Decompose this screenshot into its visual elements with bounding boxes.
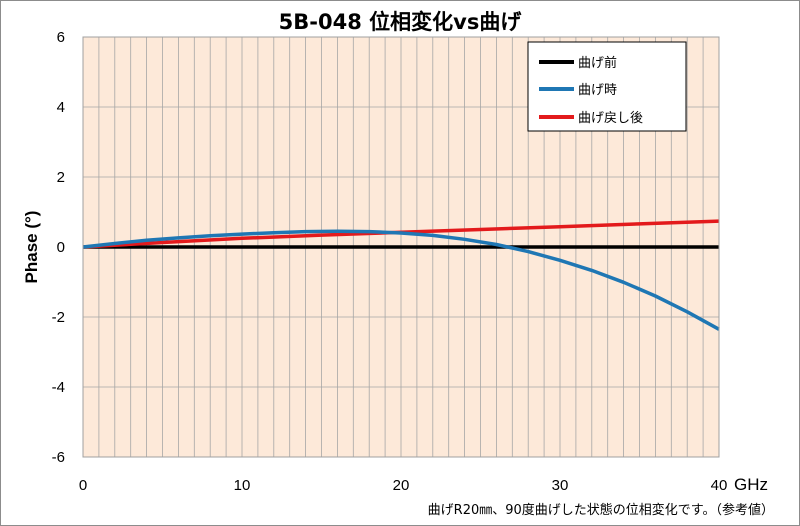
- x-tick-label: 10: [234, 477, 251, 494]
- legend-label-restored: 曲げ戻し後: [578, 111, 643, 126]
- x-tick-label: 0: [79, 477, 87, 494]
- x-tick-label: 40: [711, 477, 728, 494]
- chart-caption: 曲げR20㎜、90度曲げした状態の位相変化です。（参考値）: [428, 502, 774, 518]
- legend-label-before: 曲げ前: [578, 55, 617, 71]
- y-tick-label: -4: [52, 379, 65, 396]
- y-tick-label: -2: [52, 309, 65, 326]
- legend-label-bent: 曲げ時: [578, 83, 617, 98]
- series-line-bent: [82, 229, 720, 331]
- y-tick-label: 2: [57, 169, 65, 186]
- chart-title: 5B-048 位相変化vs曲げ: [279, 10, 523, 34]
- y-tick-label: -6: [52, 449, 65, 466]
- x-axis-ticks: 0 10 20 30 40: [79, 477, 728, 494]
- x-axis-unit: GHz: [734, 475, 768, 494]
- legend: 曲げ前 曲げ時 曲げ戻し後: [527, 41, 687, 132]
- series-layer: [82, 219, 720, 331]
- plot-border: [82, 36, 720, 458]
- y-axis-label: Phase (°): [22, 211, 41, 284]
- y-tick-label: 6: [57, 29, 65, 46]
- y-axis-ticks: 6 4 2 0 -2 -4 -6: [52, 29, 65, 466]
- y-tick-label: 0: [57, 239, 65, 256]
- y-tick-label: 4: [57, 99, 65, 116]
- x-tick-label: 20: [393, 477, 410, 494]
- x-tick-label: 30: [552, 477, 569, 494]
